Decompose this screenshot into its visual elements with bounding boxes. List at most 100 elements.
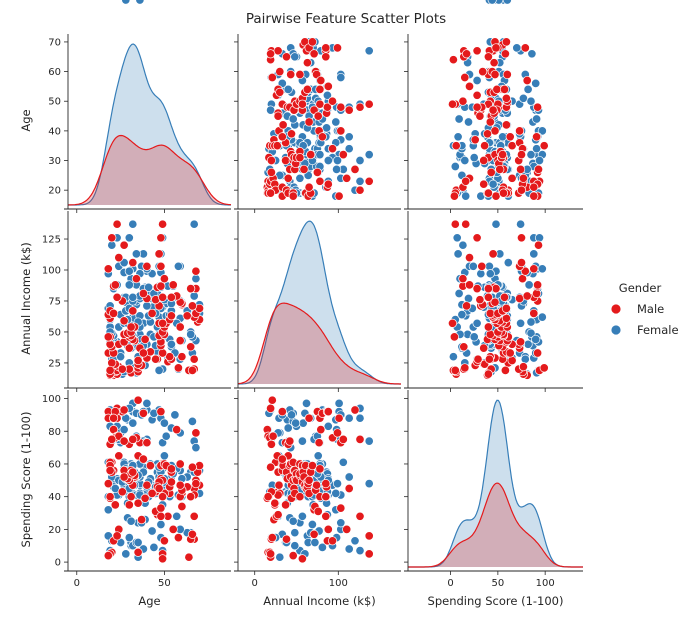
point-female [537,126,547,136]
point-female [502,0,512,5]
point-male [175,459,185,469]
point-female [189,219,199,229]
point-male [154,483,164,494]
point-male [105,492,115,502]
panel-score-vs-age: 0 20 40 60 80 100 0 50 Age Spending Score (1-100) [19,390,231,608]
point-female [323,421,333,431]
point-male [133,395,143,405]
point-male [273,46,283,56]
point-male [281,52,292,62]
x-axis-label-income: Annual Income (k$) [263,594,376,608]
point-female [334,398,344,408]
point-male [117,364,127,374]
point-male [462,301,472,311]
point-female [313,451,323,461]
point-male [295,69,305,80]
point-male [189,511,199,521]
point-male [175,480,185,490]
point-male [177,501,187,512]
point-male [103,551,113,561]
y-axis-label-score: Spending Score (1-100) [19,412,33,548]
point-male [158,492,168,502]
point-female [526,317,536,327]
point-male [355,434,365,444]
point-female [488,179,498,189]
point-male [295,153,305,163]
point-male [140,493,150,503]
point-male [483,284,493,294]
point-female [520,354,530,364]
kde-fill-male-score [408,483,583,567]
y-tick-label: 20 [48,525,61,536]
point-male [312,167,322,177]
point-male [114,451,124,461]
point-female [350,536,360,546]
point-male [175,322,185,332]
point-male [539,141,549,151]
point-female [124,533,134,543]
point-male [156,281,166,291]
point-female [154,365,164,375]
point-male [539,363,549,373]
point-male [338,434,348,444]
point-male [533,102,543,112]
point-male [460,363,470,373]
point-male [156,261,166,271]
point-male [154,249,164,259]
point-male [461,176,471,186]
point-male [499,84,510,94]
point-male [126,322,136,332]
point-female [526,328,536,338]
y-tick-label: 70 [48,37,61,48]
point-female [144,282,154,292]
point-female [491,219,501,229]
point-female [186,329,196,339]
point-male [277,132,287,142]
point-male [297,99,307,109]
point-male [112,219,122,229]
point-male [266,167,276,177]
x-tick-label: 100 [536,578,555,589]
point-male [103,332,113,342]
point-male [306,150,316,160]
point-male [159,274,169,284]
point-male [449,191,459,201]
point-female [355,155,365,166]
point-male [533,240,544,250]
point-male [490,126,500,136]
point-female [322,123,332,133]
point-female [494,0,504,5]
legend-label-male: Male [637,302,664,316]
point-female [457,310,467,320]
point-female [147,526,157,536]
point-female [453,249,463,259]
point-male [165,352,175,362]
point-male [364,176,374,186]
point-male [119,436,129,446]
point-female [124,233,134,243]
point-female [355,546,365,556]
point-male [491,43,501,53]
point-female [537,312,547,322]
point-male [355,511,365,521]
point-male [304,413,314,423]
point-male [266,49,276,59]
point-male [124,500,134,510]
point-male [313,506,323,516]
point-male [277,407,287,417]
point-male [187,529,197,539]
point-female [135,0,145,5]
y-tick-label: 50 [48,97,61,108]
point-male [281,534,292,544]
point-female [159,418,169,428]
point-female [124,266,134,276]
point-male [327,96,338,106]
point-female [534,233,545,243]
point-male [105,465,115,476]
point-male [307,37,317,47]
point-male [266,439,276,449]
point-female [331,488,341,498]
point-male [472,46,482,56]
point-male [321,43,331,53]
point-male [182,311,192,321]
